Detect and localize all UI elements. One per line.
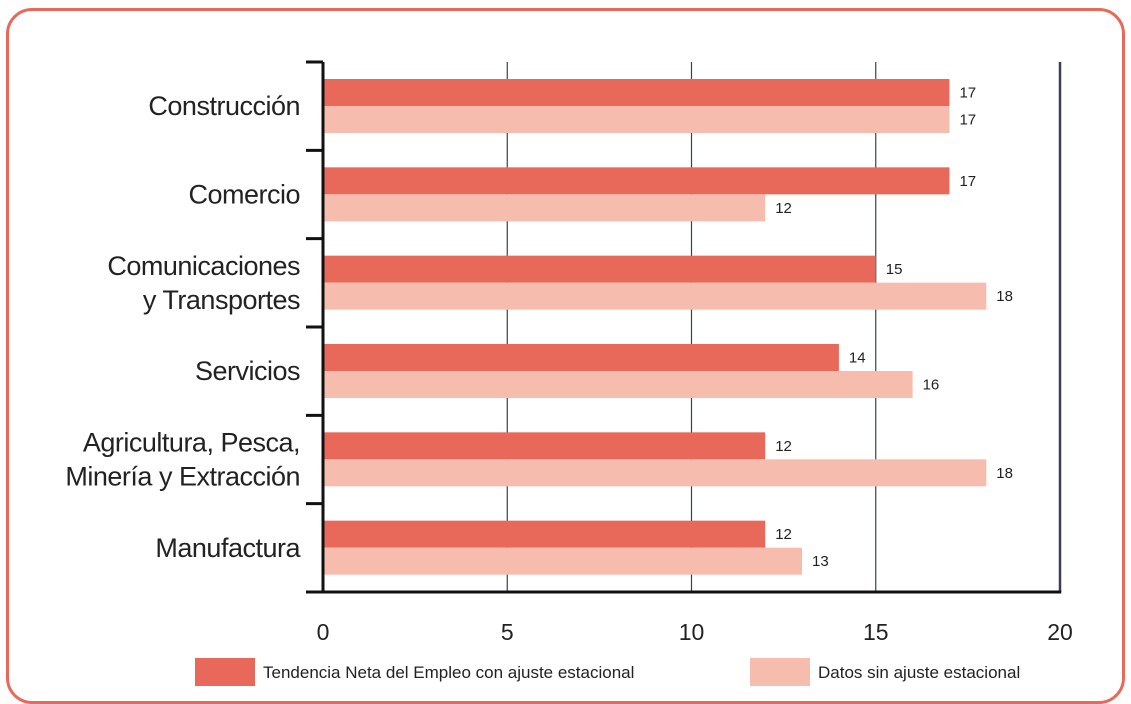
value-label: 12 [775,526,792,543]
value-label: 12 [775,438,792,455]
category-label: Servicios [195,356,300,386]
x-tick-label: 15 [863,619,889,645]
bar-adjusted [323,167,950,195]
legend-label: Tendencia Neta del Empleo con ajuste est… [263,663,634,682]
x-tick-label: 10 [679,619,705,645]
value-label: 15 [886,261,903,278]
bar-adjusted [323,79,950,106]
legend-swatch [750,658,810,686]
bar-unadjusted [323,282,987,310]
value-label: 18 [996,465,1013,482]
bar-adjusted [323,255,876,283]
value-label: 17 [959,112,976,129]
legend-label: Datos sin ajuste estacional [818,663,1020,682]
value-label: 13 [812,553,829,570]
value-label: 16 [923,377,940,394]
category-label: Construcción [148,91,300,121]
legend-swatch [195,658,255,686]
bar-unadjusted [323,459,987,487]
bar-unadjusted [323,194,766,222]
bar-adjusted [323,432,766,460]
value-label: 18 [996,288,1013,305]
category-label: Comercio [188,180,300,210]
bar-unadjusted [323,547,803,575]
bar-adjusted [323,344,839,371]
bar-unadjusted [323,371,913,398]
x-tick-label: 5 [501,619,514,645]
category-label: y Transportes [143,285,300,315]
bar-adjusted [323,520,766,548]
value-label: 17 [959,173,976,190]
category-label: Manufactura [155,533,301,563]
category-label: Agricultura, Pesca, [83,428,300,458]
x-tick-label: 0 [317,619,330,645]
value-label: 12 [775,200,792,217]
value-label: 17 [959,85,976,102]
category-label: Comunicaciones [107,251,300,281]
category-label: Minería y Extracción [65,462,300,492]
bar-unadjusted [323,106,950,133]
value-label: 14 [849,350,866,367]
x-tick-label: 20 [1047,619,1073,645]
